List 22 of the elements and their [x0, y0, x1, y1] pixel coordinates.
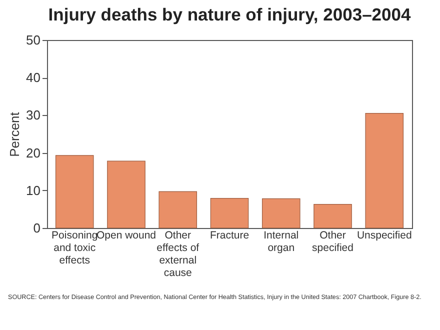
y-tick-label: 20 [26, 145, 40, 160]
y-tick-label: 30 [26, 108, 40, 123]
y-tick-label: 50 [26, 32, 40, 48]
chart-title: Injury deaths by nature of injury, 2003–2004 [48, 4, 411, 24]
x-tick-label: Unspecified [356, 230, 412, 242]
bar [210, 198, 249, 228]
bar [55, 155, 94, 228]
x-tick-label: Other specified [312, 230, 354, 254]
y-tick-label: 10 [26, 182, 40, 198]
y-tick-label: 40 [26, 70, 40, 86]
bar [365, 113, 404, 228]
y-axis-title: Percent [7, 112, 22, 157]
bar [314, 204, 352, 228]
x-tick-label: Other effects of external cause [156, 230, 200, 279]
y-tick-label: 0 [33, 220, 40, 236]
x-tick-label: Internal organ [264, 230, 299, 254]
x-tick-label: Open wound [96, 230, 156, 242]
bar [107, 160, 146, 228]
bar [158, 191, 198, 228]
x-tick-label: Poisoning and toxic effects [52, 230, 98, 266]
bar [262, 198, 300, 228]
x-tick-label: Fracture [210, 230, 250, 242]
